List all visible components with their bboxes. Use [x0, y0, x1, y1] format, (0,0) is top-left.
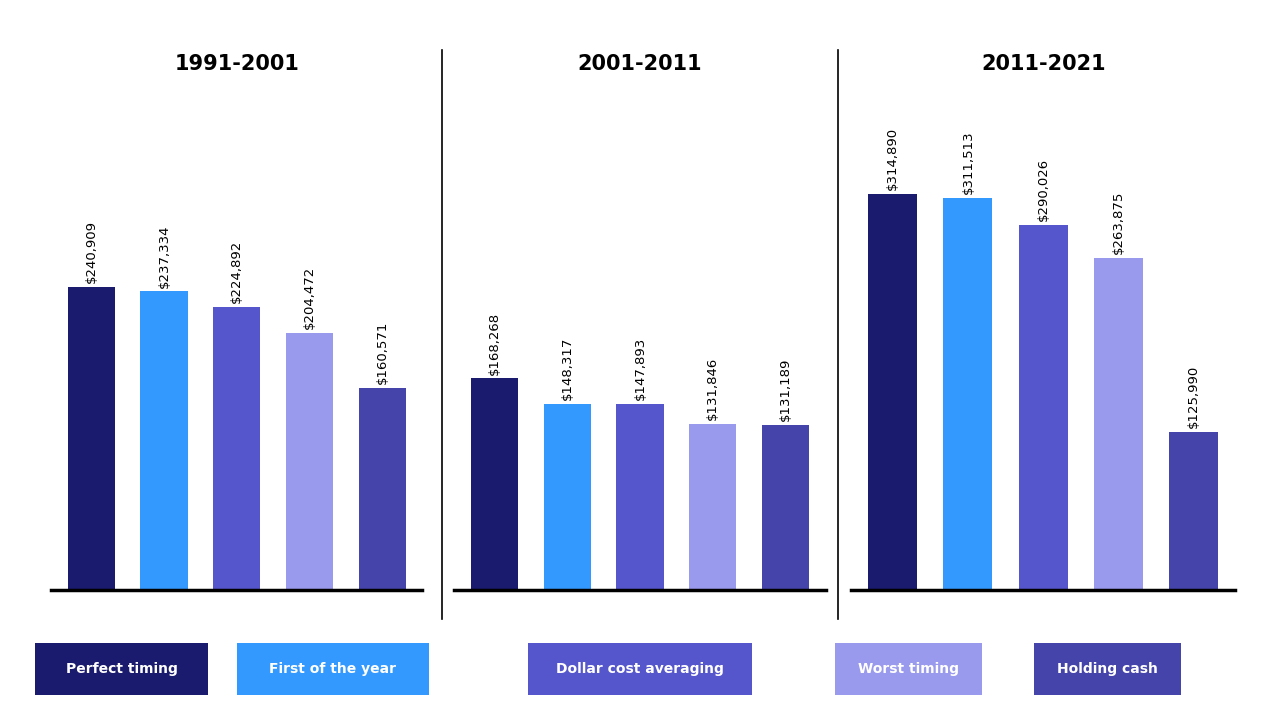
- Text: $168,268: $168,268: [488, 312, 500, 374]
- Bar: [358, 388, 406, 590]
- Text: $240,909: $240,909: [84, 220, 97, 283]
- Text: $131,846: $131,846: [707, 357, 719, 420]
- Bar: [762, 425, 809, 590]
- Bar: [285, 333, 333, 590]
- Text: Worst timing: Worst timing: [859, 662, 959, 676]
- Bar: [943, 198, 992, 590]
- Title: 2011-2021: 2011-2021: [980, 54, 1106, 73]
- Bar: [617, 404, 663, 590]
- Bar: [1170, 432, 1219, 590]
- Text: $204,472: $204,472: [303, 266, 316, 329]
- Text: $237,334: $237,334: [157, 224, 170, 287]
- Bar: [689, 424, 736, 590]
- Text: First of the year: First of the year: [269, 662, 397, 676]
- Bar: [68, 287, 115, 590]
- Text: $147,893: $147,893: [634, 337, 646, 400]
- Bar: [1019, 225, 1068, 590]
- Title: 2001-2011: 2001-2011: [577, 54, 703, 73]
- Text: $160,571: $160,571: [376, 321, 389, 384]
- Text: Dollar cost averaging: Dollar cost averaging: [556, 662, 724, 676]
- Text: $131,189: $131,189: [780, 358, 792, 421]
- Bar: [868, 194, 916, 590]
- Text: $263,875: $263,875: [1112, 191, 1125, 254]
- Text: $224,892: $224,892: [230, 240, 243, 303]
- Bar: [214, 307, 260, 590]
- Text: $290,026: $290,026: [1037, 158, 1050, 221]
- Text: Holding cash: Holding cash: [1057, 662, 1157, 676]
- Text: Perfect timing: Perfect timing: [65, 662, 178, 676]
- Bar: [544, 403, 591, 590]
- Bar: [471, 379, 518, 590]
- Title: 1991-2001: 1991-2001: [174, 54, 300, 73]
- Text: $314,890: $314,890: [886, 127, 899, 190]
- Text: $148,317: $148,317: [561, 336, 573, 400]
- Bar: [141, 292, 188, 590]
- Text: $311,513: $311,513: [961, 130, 974, 194]
- Bar: [1094, 258, 1143, 590]
- Text: $125,990: $125,990: [1188, 364, 1201, 428]
